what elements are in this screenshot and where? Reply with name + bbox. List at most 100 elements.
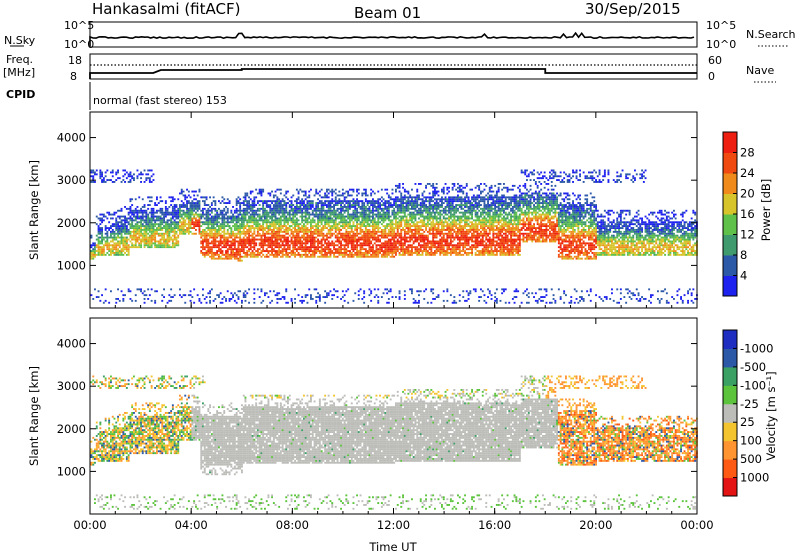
heatmap-cell [101,246,103,249]
heatmap-cell [402,215,404,218]
heatmap-cell [432,196,435,199]
heatmap-cell [210,240,213,243]
heatmap-cell [361,200,364,203]
heatmap-cell [251,221,254,224]
heatmap-cell [400,236,403,239]
heatmap-cell [278,292,281,295]
heatmap-cell [361,207,364,210]
heatmap-cell [228,217,231,220]
heatmap-cell [111,250,114,252]
freq-tick-bottom: 8 [70,70,77,83]
heatmap-cell [134,229,137,231]
heatmap-cell [180,229,183,231]
heatmap-cell [226,209,229,212]
heatmap-cell [272,206,275,208]
heatmap-cell [166,221,169,224]
heatmap-cell [326,296,328,298]
heatmap-cell [170,219,173,222]
heatmap-cell [285,206,288,208]
heatmap-cell [322,248,325,251]
heatmap-cell [223,242,226,245]
heatmap-cell [265,238,268,241]
heatmap-cell [193,213,196,216]
heatmap-cell [389,248,392,251]
heatmap-cell [402,206,404,208]
heatmap-cell [271,238,273,241]
heatmap-cell [120,215,123,218]
heatmap-cell [180,221,183,224]
heatmap-cell [421,236,424,239]
heatmap-cell [331,217,334,220]
heatmap-cell [134,217,137,220]
heatmap-cell [214,234,217,237]
heatmap-cell [108,221,111,224]
heatmap-cell [288,234,291,237]
heatmap-cell [315,252,318,254]
heatmap-cell [97,242,100,245]
heatmap-cell [202,215,204,218]
heatmap-cell [393,248,396,251]
heatmap-cell [389,230,392,233]
heatmap-cell [295,209,298,212]
heatmap-cell [327,232,330,235]
heatmap-cell [437,206,440,208]
heatmap-cell [359,236,362,239]
heatmap-cell [239,209,242,212]
heatmap-cell [341,213,344,216]
heatmap-cell [225,253,227,256]
heatmap-cell [269,194,272,197]
heatmap-cell [308,217,311,220]
heatmap-cell [380,232,383,235]
heatmap-cell [290,200,293,203]
heatmap-cell [331,192,334,195]
heatmap-cell [203,217,206,220]
heatmap-cell [292,204,295,206]
heatmap-cell [444,253,447,256]
heatmap-cell [306,207,309,210]
heatmap-cell [370,200,373,203]
heatmap-cell [129,215,132,218]
heatmap-cell [287,244,289,247]
heatmap-cell [418,211,420,214]
heatmap-cell [177,198,180,201]
heatmap-cell [237,196,240,199]
heatmap-cell [102,179,105,181]
heatmap-cell [249,255,252,258]
heatmap-cell [354,234,357,237]
heatmap-cell [446,200,449,203]
heatmap-cell [195,221,197,224]
nsky-frame [89,21,698,48]
heatmap-cell [373,255,376,258]
heatmap-cell [182,202,185,204]
heatmap-cell [364,236,367,239]
heatmap-cell [366,217,369,220]
heatmap-cell [338,213,341,216]
heatmap-cell [375,206,378,208]
heatmap-cell [382,253,385,256]
heatmap-cell [373,229,376,231]
heatmap-cell [253,242,256,245]
heatmap-cell [327,255,330,258]
heatmap-cell [120,253,123,256]
heatmap-cell [173,244,176,247]
heatmap-cell [198,227,201,229]
heatmap-cell [304,236,307,239]
heatmap-cell [202,248,204,251]
heatmap-cell [267,230,270,233]
heatmap-cell [449,213,452,216]
heatmap-cell [117,221,119,224]
heatmap-cell [432,236,435,239]
heatmap-cell [145,211,148,214]
heatmap-cell [134,219,137,222]
heatmap-cell [407,209,410,212]
heatmap-cell [441,227,443,229]
heatmap-cell [384,207,387,210]
heatmap-cell [395,244,397,247]
heatmap-cell [416,252,419,254]
heatmap-cell [196,209,199,212]
heatmap-cell [170,236,173,239]
heatmap-cell [92,175,95,178]
heatmap-cell [366,219,369,222]
heatmap-cell [198,229,201,231]
heatmap-cell [285,209,288,212]
